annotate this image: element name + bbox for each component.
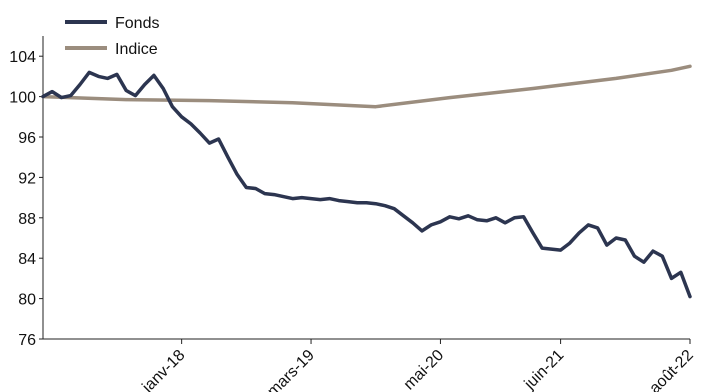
legend: Fonds Indice [65, 15, 159, 58]
y-tick-label: 104 [9, 49, 36, 66]
x-tick-label: mars-19 [264, 347, 318, 392]
x-tick-label: juin-21 [521, 347, 568, 392]
x-tick-label: mai-20 [401, 347, 448, 392]
y-tick-label: 88 [18, 211, 36, 228]
x-tick-label: janv-18 [139, 347, 189, 392]
y-tick-label: 84 [18, 251, 36, 268]
series-line-fonds [41, 70, 692, 299]
legend-label-indice: Indice [115, 41, 158, 58]
y-ticks: 104 100 96 92 88 84 80 76 [9, 49, 43, 349]
y-tick-label: 80 [18, 292, 36, 309]
series-lines [41, 64, 692, 299]
x-tick-label: août-22 [646, 347, 696, 392]
y-tick-label: 92 [18, 170, 36, 187]
x-ticks: janv-18 mars-19 mai-20 juin-21 août-22 [139, 339, 697, 392]
y-tick-label: 96 [18, 130, 36, 147]
series-line-indice [41, 64, 692, 109]
legend-label-fonds: Fonds [115, 15, 159, 32]
y-tick-label: 76 [18, 332, 36, 349]
y-tick-label: 100 [9, 90, 36, 107]
